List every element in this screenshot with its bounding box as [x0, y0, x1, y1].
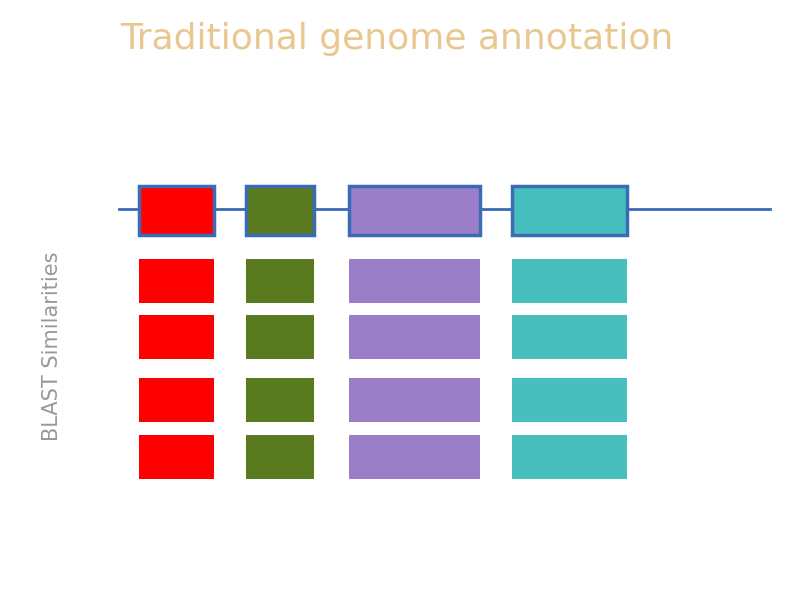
Bar: [349, 378, 480, 422]
Text: BLAST Similarities: BLAST Similarities: [41, 252, 62, 441]
Bar: [512, 186, 627, 235]
Bar: [139, 258, 214, 302]
Text: Traditional genome annotation: Traditional genome annotation: [121, 21, 673, 56]
Bar: [139, 186, 214, 235]
Bar: [246, 186, 314, 235]
Bar: [512, 434, 627, 478]
Bar: [512, 258, 627, 302]
Bar: [139, 434, 214, 478]
Bar: [246, 434, 314, 478]
Bar: [349, 315, 480, 359]
Bar: [139, 378, 214, 422]
Bar: [349, 186, 480, 235]
Bar: [349, 258, 480, 302]
Bar: [349, 434, 480, 478]
Bar: [246, 258, 314, 302]
Bar: [246, 378, 314, 422]
Bar: [246, 315, 314, 359]
Bar: [512, 315, 627, 359]
Bar: [512, 378, 627, 422]
Bar: [139, 315, 214, 359]
